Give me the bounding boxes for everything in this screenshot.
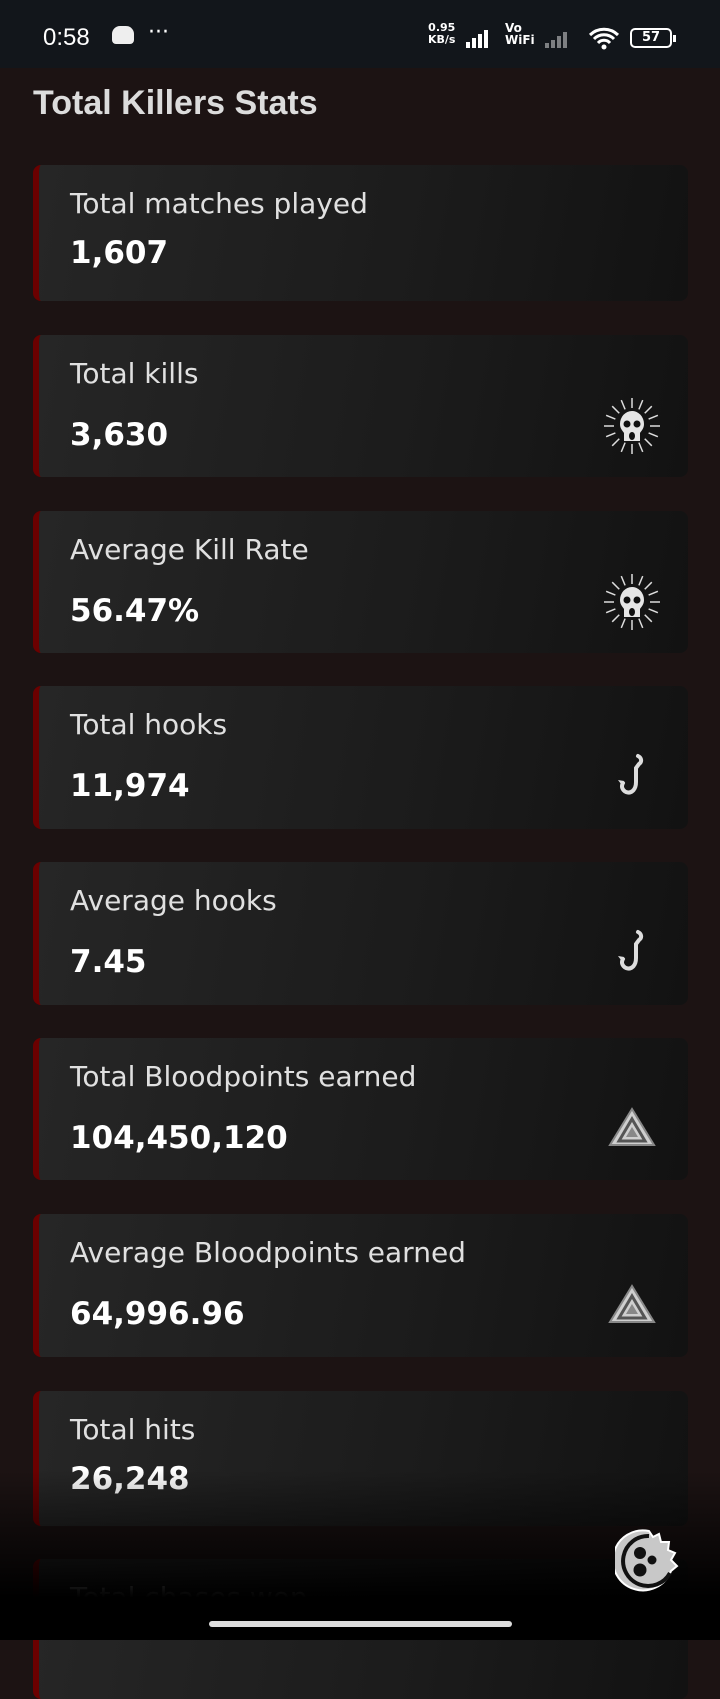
bottom-fade <box>0 1470 720 1640</box>
bloodpoints-icon <box>608 1107 656 1146</box>
page-title: Total Killers Stats <box>33 84 318 122</box>
signal-2-icon <box>545 28 567 48</box>
stat-card: Average hooks 7.45 <box>33 862 688 1005</box>
hook-icon <box>618 929 644 970</box>
cookie-consent-button[interactable] <box>615 1527 683 1595</box>
hook-icon <box>618 753 644 794</box>
stat-card: Total kills 3,630 <box>33 335 688 477</box>
stat-label: Average Kill Rate <box>70 533 309 566</box>
stat-label: Total kills <box>70 357 199 390</box>
stat-value: 7.45 <box>70 944 147 980</box>
clock: 0:58 <box>43 24 90 51</box>
stat-label: Average hooks <box>70 884 277 917</box>
stat-value: 3,630 <box>70 417 169 453</box>
skull-icon <box>604 398 660 454</box>
skull-icon <box>604 574 660 630</box>
wifi-icon <box>588 27 620 50</box>
stat-card: Total hooks 11,974 <box>33 686 688 829</box>
speed-unit: KB/s <box>428 33 456 46</box>
stat-value: 64,996.96 <box>70 1296 245 1332</box>
stat-card: Average Kill Rate 56.47% <box>33 511 688 653</box>
vo-text: Vo <box>505 21 522 35</box>
status-bar: 0:58 ··· 0.95 KB/s Vo WiFi 57 <box>0 0 720 68</box>
speed-value: 0.95 <box>428 21 456 34</box>
vowifi-label: Vo WiFi <box>505 22 535 46</box>
signal-icon <box>466 28 488 48</box>
stat-value: 104,450,120 <box>70 1120 288 1156</box>
stat-card: Average Bloodpoints earned 64,996.96 <box>33 1214 688 1357</box>
stat-label: Average Bloodpoints earned <box>70 1236 466 1269</box>
wifi-text: WiFi <box>505 33 535 47</box>
stat-label: Total matches played <box>70 187 368 220</box>
stat-card: Total Bloodpoints earned 104,450,120 <box>33 1038 688 1180</box>
stat-value: 1,607 <box>70 235 169 271</box>
stat-label: Total hits <box>70 1413 196 1446</box>
stat-value: 11,974 <box>70 768 190 804</box>
discord-icon <box>112 26 134 44</box>
stat-label: Total Bloodpoints earned <box>70 1060 417 1093</box>
more-notifications-icon: ··· <box>148 20 169 45</box>
network-speed: 0.95 KB/s <box>428 22 455 46</box>
stat-value: 56.47% <box>70 593 200 629</box>
stat-label: Total hooks <box>70 708 228 741</box>
battery-icon: 57 <box>630 28 676 48</box>
bloodpoints-icon <box>608 1283 656 1323</box>
stat-card: Total matches played 1,607 <box>33 165 688 301</box>
home-indicator[interactable] <box>209 1621 512 1627</box>
